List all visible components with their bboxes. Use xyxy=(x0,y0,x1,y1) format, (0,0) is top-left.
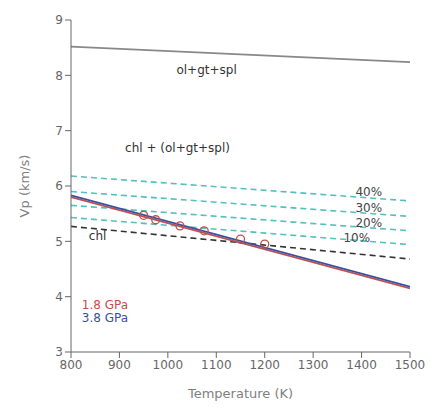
svg-text:3: 3 xyxy=(55,345,63,359)
svg-text:40%: 40% xyxy=(355,185,382,199)
svg-text:5: 5 xyxy=(55,235,63,249)
svg-text:1000: 1000 xyxy=(153,358,184,372)
svg-text:1300: 1300 xyxy=(298,358,329,372)
svg-text:ol+gt+spl: ol+gt+spl xyxy=(176,63,236,77)
svg-text:1400: 1400 xyxy=(346,358,377,372)
svg-text:1.8 GPa: 1.8 GPa xyxy=(81,298,128,312)
svg-text:1100: 1100 xyxy=(201,358,232,372)
svg-text:4: 4 xyxy=(55,290,63,304)
svg-text:30%: 30% xyxy=(355,201,382,215)
svg-text:chl + (ol+gt+spl): chl + (ol+gt+spl) xyxy=(125,141,230,155)
svg-text:6: 6 xyxy=(55,179,63,193)
svg-text:Temperature (K): Temperature (K) xyxy=(187,386,293,401)
svg-text:10%: 10% xyxy=(343,231,370,245)
svg-text:9: 9 xyxy=(55,13,63,27)
svg-text:chl: chl xyxy=(89,229,107,243)
svg-text:7: 7 xyxy=(55,124,63,138)
svg-text:900: 900 xyxy=(108,358,131,372)
svg-text:1500: 1500 xyxy=(395,358,426,372)
svg-text:3.8 GPa: 3.8 GPa xyxy=(82,311,128,325)
svg-text:20%: 20% xyxy=(355,216,382,230)
svg-text:8: 8 xyxy=(55,69,63,83)
svg-text:800: 800 xyxy=(60,358,83,372)
svg-text:Vp (km/s): Vp (km/s) xyxy=(17,155,32,218)
svg-text:1200: 1200 xyxy=(249,358,280,372)
